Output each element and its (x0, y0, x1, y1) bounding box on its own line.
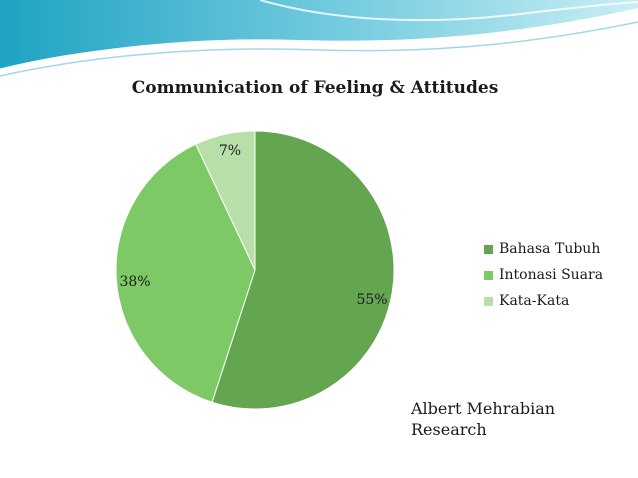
legend: Bahasa Tubuh Intonasi Suara Kata-Kata (484, 236, 603, 314)
legend-swatch (484, 296, 493, 306)
credit-text: Albert Mehrabian Research (411, 398, 555, 440)
legend-label: Kata-Kata (499, 293, 570, 309)
legend-item-bahasa-tubuh: Bahasa Tubuh (484, 236, 603, 262)
credit-line-1: Albert Mehrabian (411, 399, 556, 418)
legend-item-kata-kata: Kata-Kata (484, 288, 603, 314)
legend-swatch (484, 244, 493, 254)
pie-slice-bahasa-tubuh (211, 130, 395, 410)
data-label-bahasa-tubuh: 55% (356, 292, 387, 308)
legend-label: Bahasa Tubuh (499, 241, 601, 257)
pie-slice-intonasi-suara (115, 143, 256, 403)
chart-title: Communication of Feeling & Attitudes (131, 78, 499, 98)
legend-label: Intonasi Suara (499, 267, 604, 283)
data-label-kata-kata: 7% (219, 143, 241, 159)
legend-swatch (484, 270, 493, 280)
data-label-intonasi-suara: 38% (119, 274, 150, 290)
credit-line-2: Research (411, 420, 487, 439)
pie-slice-kata-kata (195, 130, 256, 271)
legend-item-intonasi-suara: Intonasi Suara (484, 262, 603, 288)
header-wave-decoration (0, 0, 638, 77)
